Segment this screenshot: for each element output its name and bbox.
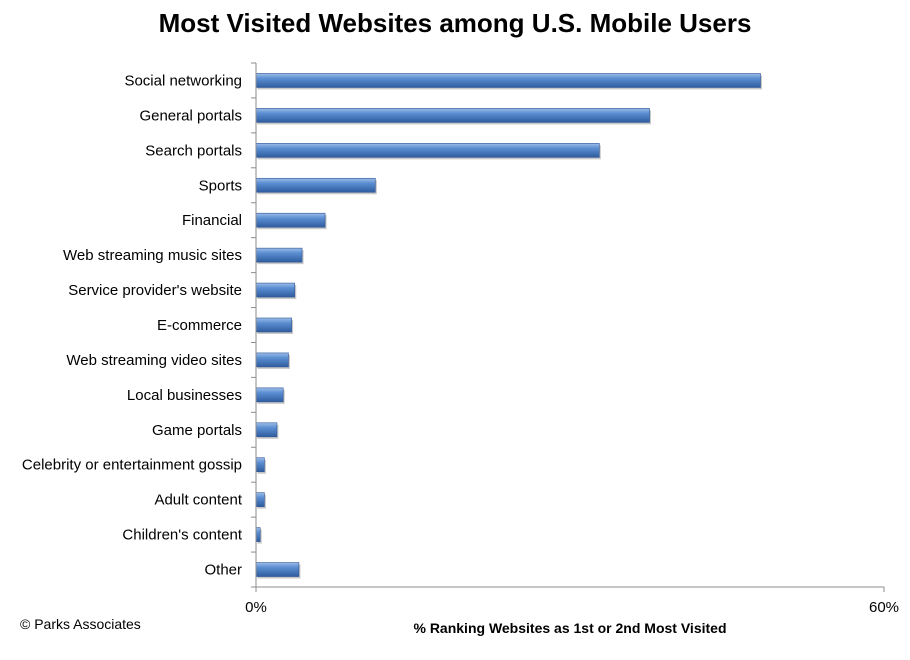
category-label: Sports [199,177,242,194]
bar-service-provider-s-website [255,282,296,298]
category-label: Search portals [145,142,242,159]
bar-general-portals [255,108,650,123]
bar-game-portals [255,422,278,438]
x-axis-label: % Ranking Websites as 1st or 2nd Most Vi… [413,620,727,636]
category-label: Celebrity or entertainment gossip [22,457,242,474]
category-label: Adult content [154,492,242,509]
x-tick-label: 60% [869,599,899,616]
category-label: Children's content [122,527,242,544]
category-label: E-commerce [157,317,242,334]
category-label: Web streaming music sites [63,247,242,264]
bar-search-portals [255,143,600,158]
bar-financial [255,212,326,228]
category-label: Web streaming video sites [66,352,242,369]
category-label: Game portals [152,422,242,439]
bars-layer [255,73,762,579]
category-label: Financial [182,212,242,229]
bar-adult-content [255,492,265,507]
bar-celebrity-or-entertainment-gossip [255,457,265,473]
bar-e-commerce [255,317,292,333]
category-label: Other [204,562,242,579]
chart-title: Most Visited Websites among U.S. Mobile … [158,8,752,38]
category-label: General portals [139,107,242,124]
category-label: Service provider's website [68,282,242,299]
bar-sports [255,177,376,193]
bar-local-businesses [255,387,284,403]
copyright-text: © Parks Associates [20,616,141,632]
bar-other [255,562,300,577]
bar-social-networking [255,73,761,88]
x-tick-label: 0% [245,599,267,616]
category-label: Social networking [124,72,242,89]
bar-web-streaming-music-sites [255,247,303,263]
bar-children-s-content [255,527,261,542]
labels-layer: Social networking General portals Search p… [22,72,899,616]
bar-web-streaming-video-sites [255,352,289,368]
axis-layer [251,62,885,592]
category-label: Local businesses [127,387,242,404]
